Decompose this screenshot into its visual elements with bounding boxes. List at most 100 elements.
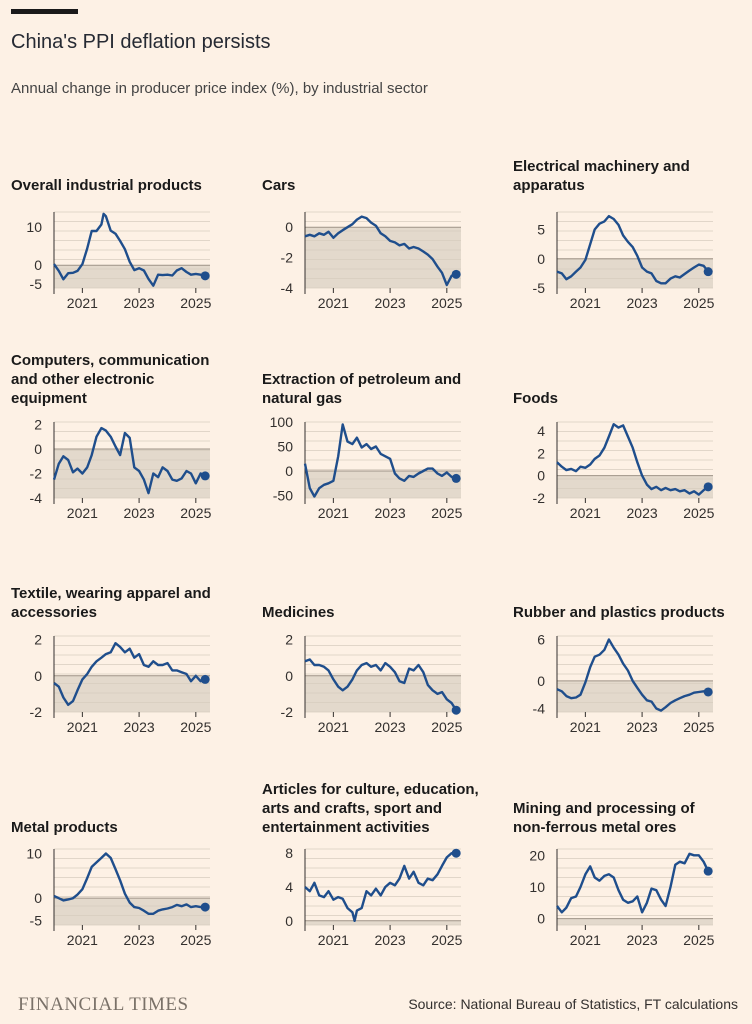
latest-value-dot: [200, 471, 210, 481]
chart-title: Computers, communication and other electr…: [11, 350, 241, 408]
chart-title: Cars: [262, 137, 492, 195]
x-tick-label: 2021: [67, 719, 98, 735]
x-tick-label: 2021: [67, 295, 98, 311]
line-chart: 10 0 -5 2021 2023 2025: [26, 845, 211, 948]
line-chart: 20 10 0 2021 2023 2025: [529, 847, 714, 948]
x-tick-label: 2023: [375, 295, 406, 311]
chart-title-line: Mining and processing of: [513, 800, 695, 817]
y-tick-label: -4: [533, 701, 546, 717]
page-subtitle: Annual change in producer price index (%…: [11, 80, 428, 97]
ft-topbar: [11, 9, 78, 14]
series-line: [53, 642, 206, 707]
latest-value-dot: [703, 482, 713, 492]
x-tick-label: 2023: [375, 505, 406, 521]
y-tick-label: 0: [34, 668, 42, 684]
chart-title-line: apparatus: [513, 177, 585, 194]
line-chart: 5 0 -5 2021 2023 2025: [533, 211, 715, 311]
x-tick-label: 2025: [431, 295, 462, 311]
chart-title-line: Articles for culture, education,: [262, 781, 479, 798]
y-tick-label: 2: [285, 632, 293, 648]
chart-title-line: arts and crafts, sport and: [262, 800, 443, 817]
negative-area: [557, 258, 713, 288]
y-tick-label: -4: [30, 490, 43, 506]
x-tick-label: 2023: [375, 932, 406, 948]
negative-area: [54, 675, 210, 712]
latest-value-dot: [451, 473, 461, 483]
y-tick-label: 0: [34, 441, 42, 457]
latest-value-dot: [200, 902, 210, 912]
latest-value-dot: [703, 267, 713, 277]
y-tick-label: -2: [281, 704, 294, 720]
y-tick-label: 0: [285, 463, 293, 479]
chart-title-line: and other electronic: [11, 371, 155, 388]
y-tick-label: 8: [285, 845, 293, 861]
line-chart: 100 50 0 -50 2021 2023 2025: [270, 414, 463, 521]
series-line: [53, 852, 206, 916]
y-tick-label: 10: [26, 219, 42, 235]
latest-value-dot: [451, 705, 461, 715]
x-tick-label: 2021: [318, 295, 349, 311]
chart-title-line: Foods: [513, 390, 558, 407]
negative-area: [305, 227, 461, 288]
series-line: [303, 423, 457, 498]
y-tick-label: -5: [533, 280, 546, 296]
chart-title: Rubber and plastics products: [513, 564, 743, 622]
x-tick-label: 2021: [570, 932, 601, 948]
ft-logo: FINANCIAL TIMES: [18, 994, 189, 1015]
y-tick-label: 50: [277, 439, 293, 455]
series-line: [304, 851, 457, 923]
negative-area: [54, 898, 210, 925]
y-tick-label: -2: [30, 704, 43, 720]
y-tick-label: -2: [533, 490, 546, 506]
chart-title-line: Cars: [262, 177, 296, 194]
series-line: [304, 215, 457, 287]
negative-area: [305, 675, 461, 712]
x-tick-label: 2025: [180, 295, 211, 311]
line-chart: 2 0 -2 2021 2023 2025: [281, 632, 463, 735]
y-tick-label: 0: [285, 913, 293, 929]
chart-title-line: Extraction of petroleum and: [262, 371, 462, 388]
x-tick-label: 2023: [627, 505, 658, 521]
series-line: [556, 638, 709, 712]
x-tick-label: 2023: [627, 932, 658, 948]
y-tick-label: 5: [537, 222, 545, 238]
chart-title: Textile, wearing apparel and accessories: [11, 564, 241, 622]
latest-value-dot: [703, 866, 713, 876]
series-line: [304, 658, 458, 711]
x-tick-label: 2025: [180, 505, 211, 521]
chart-title-line: entertainment activities: [262, 819, 430, 836]
y-tick-label: -2: [281, 250, 294, 266]
x-tick-label: 2023: [124, 932, 155, 948]
x-tick-label: 2023: [124, 295, 155, 311]
negative-area: [305, 920, 461, 925]
line-chart: 2 0 -2 -4 2021 2023 2025: [30, 416, 212, 521]
chart-title-line: natural gas: [262, 390, 343, 407]
x-tick-label: 2023: [124, 719, 155, 735]
series-line: [556, 214, 710, 285]
x-tick-label: 2021: [570, 505, 601, 521]
x-tick-label: 2025: [180, 932, 211, 948]
y-tick-label: -4: [281, 280, 294, 296]
chart-title: Mining and processing of non-ferrous meta…: [513, 779, 743, 837]
y-tick-label: 6: [537, 631, 545, 647]
line-chart: 4 2 0 -2 2021 2023 2025: [533, 421, 715, 521]
series-line: [556, 422, 709, 496]
y-tick-label: 0: [537, 911, 545, 927]
y-tick-label: 100: [270, 414, 294, 430]
x-tick-label: 2025: [683, 295, 714, 311]
y-tick-label: 0: [34, 890, 42, 906]
chart-title-line: Electrical machinery and: [513, 158, 690, 175]
line-chart: 0 -2 -4 2021 2023 2025: [281, 211, 463, 311]
x-tick-label: 2025: [683, 932, 714, 948]
chart-title-line: Medicines: [262, 604, 335, 621]
negative-area: [54, 265, 210, 288]
source-note: Source: National Bureau of Statistics, F…: [408, 996, 738, 1012]
x-tick-label: 2021: [318, 719, 349, 735]
line-chart: 2 0 -2 2021 2023 2025: [30, 632, 212, 735]
y-tick-label: -5: [30, 276, 43, 292]
line-chart: 8 4 0 2021 2023 2025: [285, 845, 462, 948]
x-tick-label: 2023: [627, 719, 658, 735]
y-tick-label: 0: [285, 219, 293, 235]
y-tick-label: 0: [537, 251, 545, 267]
chart-title: Electrical machinery and apparatus: [513, 137, 743, 195]
